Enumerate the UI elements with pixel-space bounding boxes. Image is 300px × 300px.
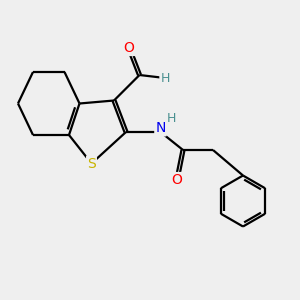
Text: S: S	[87, 157, 96, 170]
Text: N: N	[155, 122, 166, 135]
Text: O: O	[172, 173, 182, 187]
Text: H: H	[167, 112, 177, 125]
Text: H: H	[160, 71, 170, 85]
Text: O: O	[124, 41, 134, 55]
